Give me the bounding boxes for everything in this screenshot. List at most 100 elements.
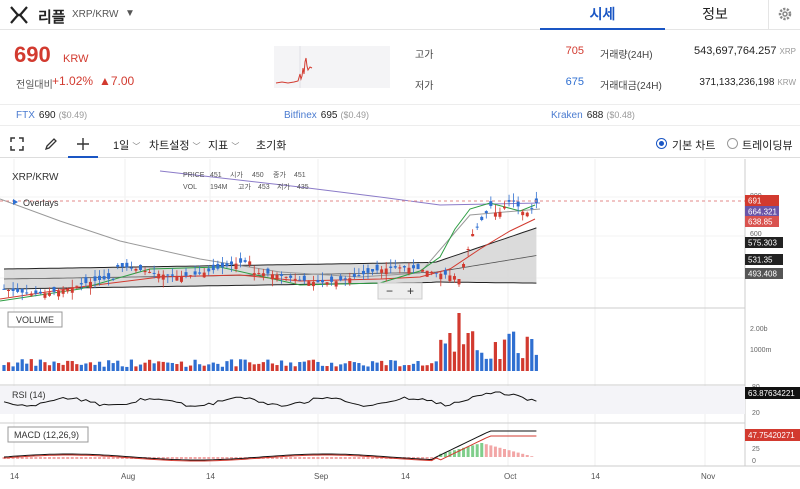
candle-body [239, 258, 243, 263]
macd-line [3, 430, 537, 461]
macd-histogram-bar [84, 457, 88, 459]
basic-chart-radio[interactable] [656, 138, 667, 149]
exchange-kraken[interactable]: Kraken 688 ($0.48) [551, 110, 635, 121]
candle-body [280, 274, 284, 276]
zoom-in-button[interactable]: + [407, 284, 414, 298]
volume-bar [107, 360, 111, 371]
macd-histogram-bar [93, 457, 97, 459]
exchange-ftx[interactable]: FTX 690 ($0.49) [16, 110, 87, 121]
price-tag-bg [745, 254, 783, 265]
ohlc-price-label: PRICE [183, 172, 205, 179]
price-chart[interactable]: XRP/KRW Overlays PRICE 451 시가 450 종가 451… [0, 159, 800, 489]
volume-label-box [7, 311, 63, 328]
crosshair-button[interactable] [68, 130, 98, 158]
volume-bar [207, 364, 211, 371]
candle-body [125, 262, 129, 268]
ohlc-low: 435 [297, 184, 309, 191]
caret-down-icon[interactable]: ▼ [125, 8, 135, 19]
macd-label-box [7, 426, 89, 443]
reset-button[interactable]: 초기화 [256, 140, 287, 152]
volume-bar [120, 366, 124, 371]
volume-bar [498, 359, 502, 371]
volume-bar [188, 365, 193, 371]
candle-body [230, 261, 233, 265]
macd-histogram-bar [57, 457, 61, 459]
volume-bar [457, 313, 461, 371]
price-tag-value: 691 [748, 197, 762, 206]
candle-body [107, 273, 111, 279]
tradingview-label[interactable]: 트레이딩뷰 [742, 140, 793, 152]
volume-bar [38, 359, 42, 371]
crosshair-icon [77, 138, 89, 150]
indicators-menu[interactable]: 지표 ﹀ [208, 137, 239, 153]
macd-histogram-bar [439, 453, 443, 457]
ohlc-vol-label: VOL [183, 184, 197, 191]
price-tag-value: 664.321 [748, 208, 777, 217]
candle-body [211, 264, 215, 271]
zoom-out-button[interactable]: − [386, 284, 393, 298]
interval-selector[interactable]: 1일 ﹀ [113, 137, 140, 153]
price-unit: KRW [63, 53, 89, 65]
interval-label: 1일 [113, 140, 130, 152]
tab-price[interactable]: 시세 [540, 0, 665, 30]
overlays-toggle[interactable]: Overlays [23, 198, 59, 208]
macd-histogram-bar [75, 457, 79, 459]
change-amount: ▲7.00 [99, 74, 135, 88]
volume-bar [152, 363, 156, 371]
price-sparkline [274, 46, 390, 88]
play-icon[interactable] [13, 199, 18, 205]
volume-bar [279, 360, 284, 371]
candle-body [261, 273, 265, 277]
candle-body [443, 270, 447, 275]
volume-bar [75, 364, 79, 371]
macd-histogram-bar [289, 457, 293, 459]
candle-body [143, 270, 147, 273]
time-tick: 14 [591, 472, 600, 481]
candle-body [439, 273, 443, 280]
macd-histogram-bar [416, 457, 420, 459]
exchange-name: Kraken [551, 110, 583, 121]
macd-histogram-bar [375, 457, 379, 459]
exchange-name: FTX [16, 110, 35, 121]
macd-histogram-bar [88, 457, 92, 459]
macd-histogram-bar [330, 457, 334, 459]
volume-bar [443, 343, 447, 371]
volume-bar [270, 363, 275, 371]
macd-histogram-bar [198, 457, 202, 459]
candle-body [75, 285, 79, 287]
volume-bar [184, 366, 188, 371]
tab-info[interactable]: 정보 [702, 6, 728, 22]
candle-body [48, 292, 51, 296]
candle-body [189, 275, 193, 277]
macd-histogram-bar [234, 457, 238, 459]
macd-histogram-bar [462, 447, 466, 457]
candle-body [275, 274, 279, 280]
tradingview-radio[interactable] [727, 138, 738, 149]
candle-body [512, 200, 516, 202]
settings-button[interactable] [768, 0, 800, 30]
candle-body [398, 267, 402, 269]
fullscreen-icon[interactable] [10, 137, 24, 151]
time-tick: Sep [314, 472, 329, 481]
candle-body [371, 268, 375, 272]
macd-histogram-bar [448, 451, 452, 457]
candle-body [84, 277, 88, 284]
basic-chart-label[interactable]: 기본 차트 [672, 140, 716, 152]
volume-bar [461, 344, 466, 371]
exchange-bitfinex[interactable]: Bitfinex 695 ($0.49) [284, 110, 369, 121]
candle-body [270, 274, 274, 280]
macd-histogram-bar [161, 457, 165, 459]
candle-body [148, 271, 152, 273]
volume-bar [61, 364, 65, 371]
candle-body [43, 293, 47, 298]
macd-histogram-bar [380, 457, 384, 459]
macd-histogram-bar [525, 455, 529, 457]
pencil-icon[interactable] [44, 137, 58, 151]
pair-selector-label[interactable]: XRP/KRW [72, 9, 119, 20]
candle-body [471, 234, 475, 237]
volume-bar [43, 362, 47, 371]
chart-settings-menu[interactable]: 차트설정 ﹀ [149, 137, 201, 153]
bollinger-lower-line [3, 281, 537, 290]
candle-body [361, 270, 365, 275]
rsi-band [0, 386, 745, 414]
